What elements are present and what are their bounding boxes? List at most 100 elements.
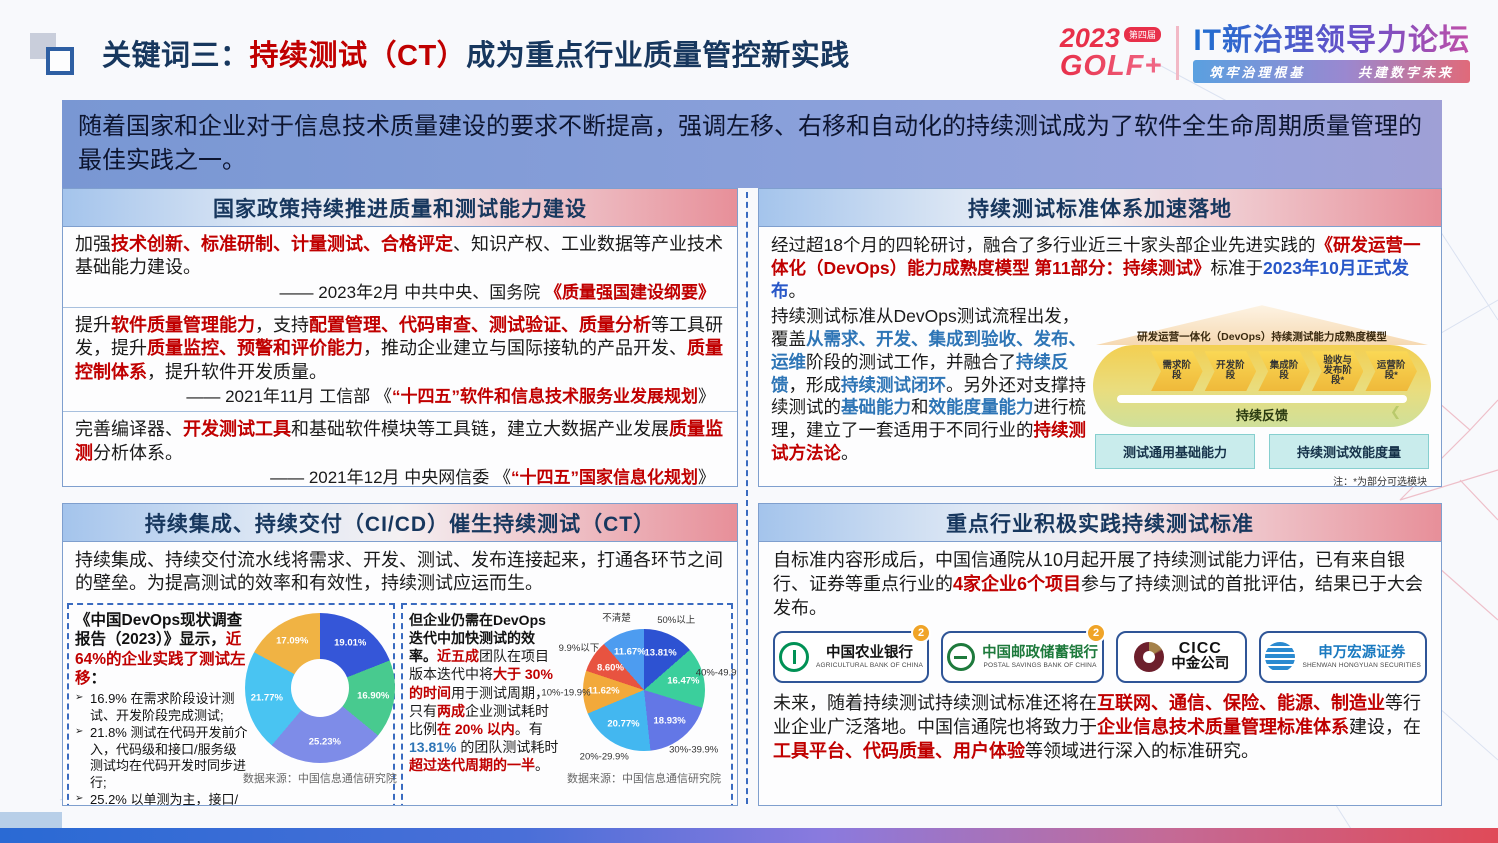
panel-standard: 持续测试标准体系加速落地 经过超18个月的四轮研讨，融合了多行业近三十家头部企业…: [758, 188, 1442, 487]
pie-value-label: 20.77%: [607, 718, 640, 730]
survey-bullets: 16.9% 在需求阶段设计测试、开发阶段完成测试;21.8% 测试在代码开发前介…: [75, 691, 249, 805]
project-count-badge: 2: [1086, 623, 1107, 644]
policy-text: 加强技术创新、标准研制、计量测试、合格评定、知识产权、工业数据等产业技术基础能力…: [75, 234, 723, 278]
panel-standard-body: 经过超18个月的四轮研讨，融合了多行业近三十家头部企业先进实践的《研发运营一体化…: [759, 227, 1441, 486]
survey-left-lead: 《中国DevOps现状调查报告（2023）》显示，近64%的企业实践了测试左移：: [75, 611, 246, 687]
psbc-bank-icon: [947, 643, 976, 672]
forum-logo: 2023 第四届 GOLF+ IT新治理领导力论坛 筑牢治理根基 共建数字未来: [1060, 24, 1470, 83]
pie-category-label: 40%-49.9%: [695, 667, 737, 679]
policy-source: —— 2021年12月 中央网信委 《“十四五”国家信息化规划》: [270, 468, 715, 486]
chart-source: 数据来源：中国信息通信研究院: [567, 772, 721, 785]
model-title: 研发运营一体化（DevOps）持续测试能力成熟度模型: [1137, 331, 1387, 344]
blue-square-icon: [46, 47, 74, 75]
test-time-pie-chart: 13.81% 50%以上 16.47%40%-49.9% 18.93% 30%-39.9…: [541, 609, 737, 805]
panel-standard-title: 持续测试标准体系加速落地: [759, 189, 1441, 227]
policy-item: 完善编译器、开发测试工具和基础软件模块等工具链，建立大数据产业发展质量监测分析体…: [63, 412, 737, 486]
header-title-group: 关键词三：持续测试（CT）成为重点行业质量管控新实践: [30, 25, 850, 81]
policy-text: 完善编译器、开发测试工具和基础软件模块等工具链，建立大数据产业发展质量监测分析体…: [75, 419, 723, 463]
pie-category-label: 10%-19.9%: [541, 687, 591, 699]
slogan-right: 共建数字未来: [1357, 64, 1454, 80]
company-name-cn: 申万宏源证券: [1318, 644, 1406, 661]
company-logo-card: 申万宏源证券 SHENWAN HONGYUAN SECURITIES: [1259, 631, 1427, 684]
company-name-en: SHENWAN HONGYUAN SECURITIES: [1302, 661, 1421, 669]
pie-chart-wrap: 13.81% 50%以上 16.47%40%-49.9% 18.93% 30%-39.9…: [541, 609, 737, 769]
forum-title-group: IT新治理领导力论坛 筑牢治理根基 共建数字未来: [1193, 24, 1470, 83]
industry-paragraph-1: 自标准内容形成后，中国信通院从10月起开展了持续测试能力评估，已有来自银行、证券…: [773, 550, 1424, 618]
survey-left-text: 《中国DevOps现状调查报告（2023）》显示，近64%的企业实践了测试左移：…: [75, 609, 249, 805]
title-prefix: 关键词三：: [102, 40, 250, 72]
swhy-securities-icon: [1265, 642, 1296, 673]
center-dashed-divider: [746, 192, 748, 804]
logo-brand: GOLF+: [1059, 50, 1163, 82]
slogan-left: 筑牢治理根基: [1209, 64, 1306, 80]
model-pipeline-bar: [1116, 395, 1408, 404]
model-stages: 需求阶段 开发阶段 集成阶段 验收与 发布阶段* 运营阶段*: [1151, 351, 1417, 391]
pie-chart: [583, 628, 705, 751]
donut-chart: [244, 612, 395, 763]
golf-logo: 2023 第四届 GOLF+: [1060, 25, 1162, 81]
pie-category-label: 20%-29.9%: [579, 751, 629, 763]
pie-category-label: 50%以上: [657, 614, 696, 626]
footer-accent-block: [0, 812, 62, 828]
pie-value-label: 17.09%: [276, 635, 309, 647]
panel-policy-body: 加强技术创新、标准研制、计量测试、合格评定、知识产权、工业数据等产业技术基础能力…: [63, 227, 737, 486]
pie-category-label: 不清楚: [602, 612, 631, 624]
abc-bank-icon: [779, 642, 809, 673]
pie-value-label: 25.23%: [308, 736, 341, 748]
policy-item: 加强技术创新、标准研制、计量测试、合格评定、知识产权、工业数据等产业技术基础能力…: [63, 227, 737, 309]
feedback-left-arrow-icon: [1390, 404, 1401, 420]
company-name-en: AGRICULTURAL BANK OF CHINA: [816, 661, 924, 669]
industry-paragraph-2: 未来，随着持续测试持续测试标准还将在互联网、通信、保险、能源、制造业等行业企业广…: [773, 693, 1421, 761]
shift-left-donut-chart: 19.01% 16.90% 25.23% 21.77% 17.09% 数据来源：中国信息…: [243, 609, 397, 805]
devops-maturity-model-diagram: 研发运营一体化（DevOps）持续测试能力成熟度模型 需求阶段 开发阶段 集成阶段验…: [1091, 305, 1433, 486]
cicd-intro: 持续集成、持续交付流水线将需求、开发、测试、发布连接起来，打通各环节之间的壁垒。…: [75, 550, 723, 594]
company-logo-card: 中国农业银行 AGRICULTURAL BANK OF CHINA 2: [773, 623, 932, 684]
header: 关键词三：持续测试（CT）成为重点行业质量管控新实践 2023 第四届 GOLF…: [30, 14, 1470, 92]
policy-source: —— 2023年2月 中共中央、国务院 《质量强国建设纲要》: [279, 282, 715, 302]
panel-cicd-title: 持续集成、持续交付（CI/CD）催生持续测试（CT）: [63, 504, 737, 542]
policy-item: 提升软件质量管理能力，支持配置管理、代码审查、测试验证、质量分析等工具研发，提升…: [63, 308, 737, 413]
pie-category-label: 9.9%以下: [558, 642, 600, 654]
forum-title: IT新治理领导力论坛: [1193, 23, 1470, 57]
company-name-cn: 中国邮政储蓄银行: [982, 644, 1099, 661]
panel-industry: 重点行业积极实践持续测试标准 自标准内容形成后，中国信通院从10月起开展了持续测…: [758, 503, 1442, 806]
model-capability-boxes: 测试通用基础能力 持续测试效能度量: [1093, 434, 1431, 470]
panel-cicd: 持续集成、持续交付（CI/CD）催生持续测试（CT） 持续集成、持续交付流水线将…: [62, 503, 738, 806]
company-name-en: POSTAL SAVINGS BANK OF CHINA: [983, 661, 1097, 669]
test-time-survey-box: 但企业仍需在DevOps迭代中加快测试的效率。近五成团队在项目版本迭代中将大于 …: [401, 602, 737, 805]
pie-value-label: 11.62%: [587, 685, 620, 697]
panel-industry-title: 重点行业积极实践持续测试标准: [759, 504, 1441, 542]
pie-value-label: 8.60%: [596, 662, 624, 674]
policy-source: —— 2021年11月 工信部 《“十四五”软件和信息技术服务业发展规划》: [186, 387, 715, 407]
forum-slogan: 筑牢治理根基 共建数字未来: [1193, 59, 1470, 83]
standard-paragraph-2: 持续测试标准从DevOps测试流程出发，覆盖从需求、开发、集成到验收、发布、运维…: [771, 306, 1086, 463]
cicc-icon: [1134, 642, 1165, 673]
model-feedback-label: 持续反馈: [1093, 405, 1431, 424]
edition-badge: 第四届: [1123, 27, 1161, 42]
pie-value-label: 21.77%: [250, 692, 283, 704]
intro-banner: 随着国家和企业对于信息技术质量建设的要求不断提高，强调左移、右移和自动化的持续测…: [62, 100, 1442, 189]
model-note: 注：*为部分可选模块: [1333, 477, 1427, 486]
footer-gradient-bar: [0, 828, 1498, 843]
chart-source: 数据来源：中国信息通信研究院: [242, 772, 397, 785]
company-logo-card: CICC 中金公司: [1116, 631, 1248, 684]
panel-policy-title: 国家政策持续推进质量和测试能力建设: [63, 189, 737, 227]
model-roof: 研发运营一体化（DevOps）持续测试能力成熟度模型: [1095, 305, 1429, 346]
standard-paragraph-1: 经过超18个月的四轮研讨，融合了多行业近三十家头部企业先进实践的《研发运营一体化…: [771, 235, 1421, 301]
page-title: 关键词三：持续测试（CT）成为重点行业质量管控新实践: [102, 32, 850, 74]
panel-policy: 国家政策持续推进质量和测试能力建设 加强技术创新、标准研制、计量测试、合格评定、…: [62, 188, 738, 487]
pie-value-label: 18.93%: [653, 715, 686, 727]
donut-chart-wrap: 19.01% 16.90% 25.23% 21.77% 17.09%: [240, 611, 400, 769]
company-name-cn: 中国农业银行: [826, 644, 914, 661]
pie-value-label: 11.67%: [613, 646, 646, 658]
pie-value-label: 13.81%: [644, 647, 677, 659]
company-logo-row: 中国农业银行 AGRICULTURAL BANK OF CHINA 2 中国邮政储蓄银…: [759, 623, 1441, 685]
policy-text: 提升软件质量管理能力，支持配置管理、代码审查、测试验证、质量分析等工具研发，提升…: [75, 315, 723, 382]
pie-value-label: 16.47%: [667, 675, 700, 687]
pie-value-label: 16.90%: [357, 690, 390, 702]
pie-value-label: 19.01%: [334, 637, 367, 649]
pie-category-label: 30%-39.9%: [669, 744, 719, 756]
company-logo-card: 中国邮政储蓄银行 POSTAL SAVINGS BANK OF CHINA 2: [941, 623, 1107, 684]
